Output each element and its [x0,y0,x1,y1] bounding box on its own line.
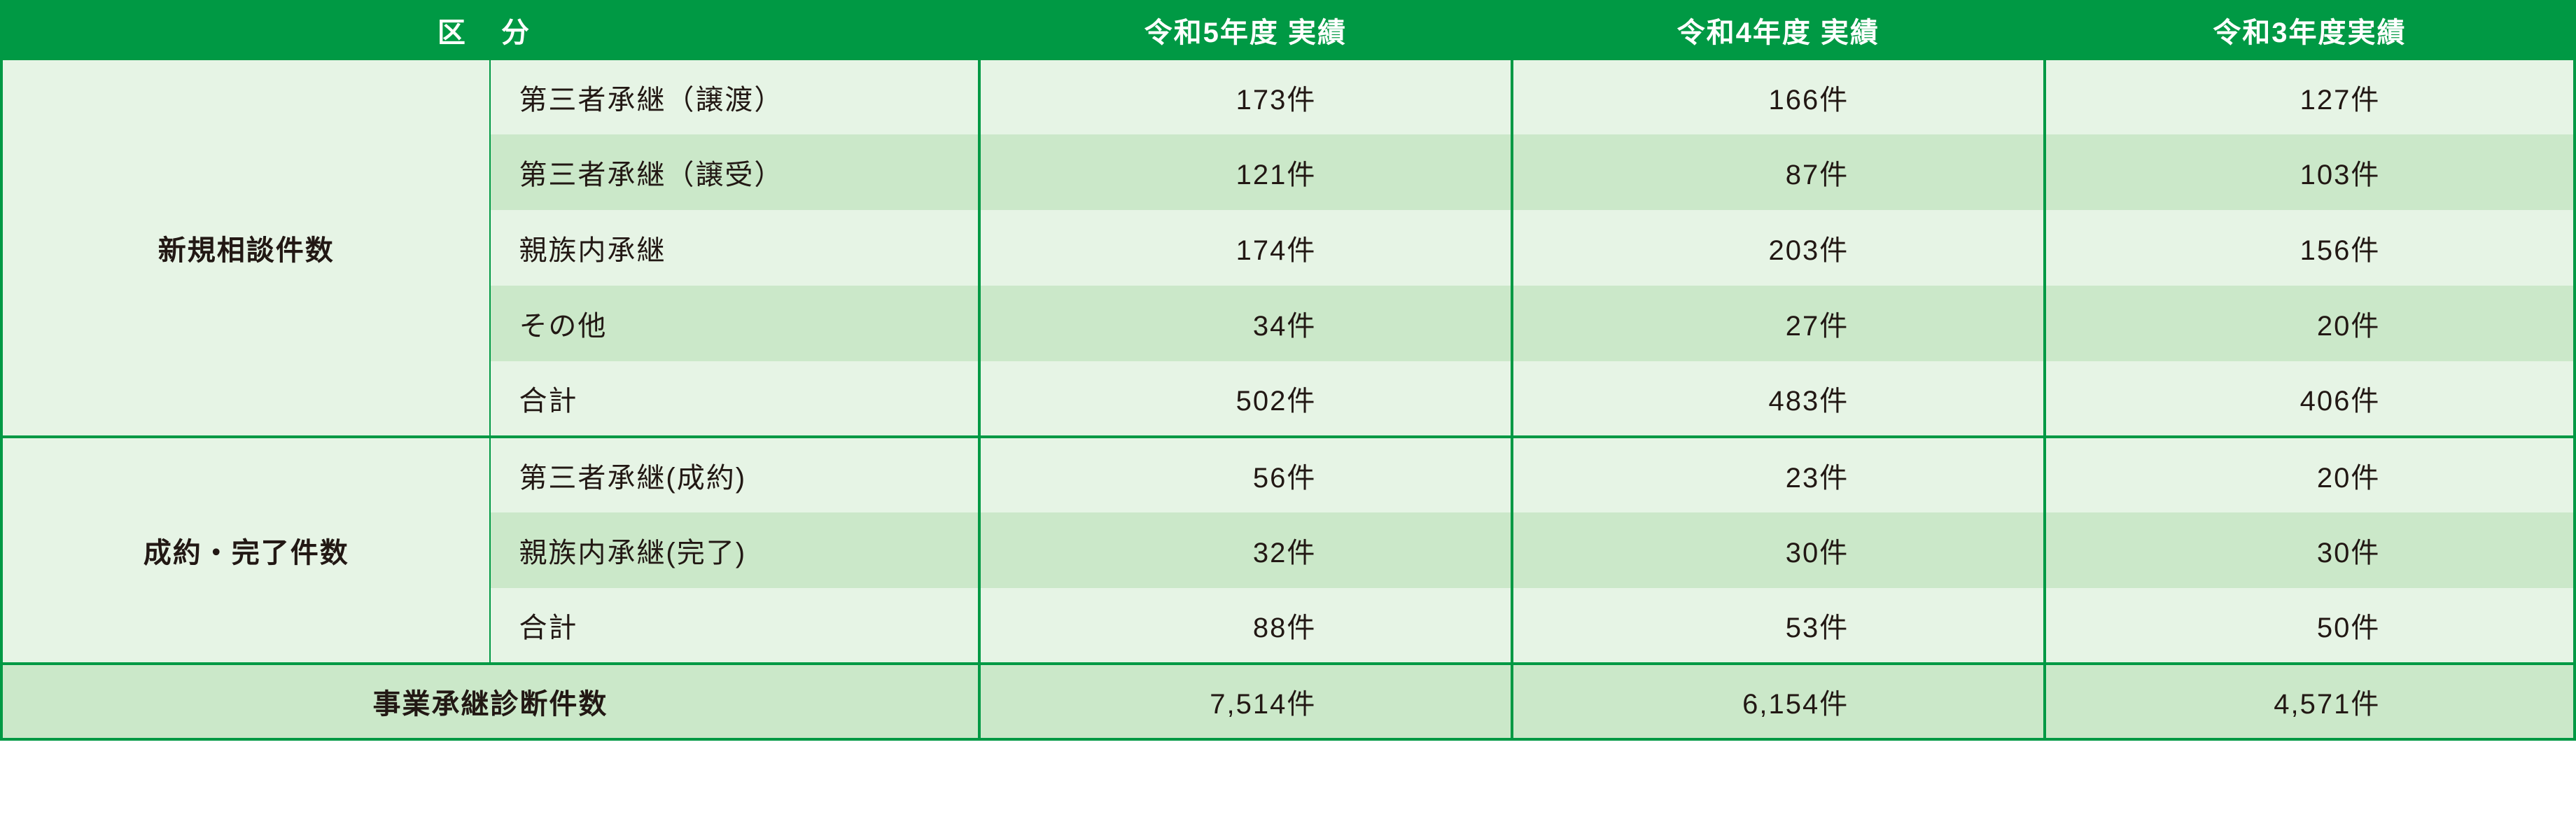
value-r5: 174件 [979,210,1512,286]
footer-value-r5: 7,514件 [979,664,1512,739]
value-r4: 483件 [1512,361,2045,437]
subcategory-label: 親族内承継(完了) [490,512,979,588]
value-r3: 50件 [2045,588,2575,664]
value-r5: 56件 [979,437,1512,512]
header-year-r3: 令和3年度実績 [2045,1,2575,59]
subcategory-label: 合計 [490,361,979,437]
group-label: 成約・完了件数 [1,437,490,664]
header-category: 区 分 [1,1,979,59]
header-year-r5: 令和5年度 実績 [979,1,1512,59]
value-r3: 406件 [2045,361,2575,437]
subcategory-label: 合計 [490,588,979,664]
subcategory-label: 親族内承継 [490,210,979,286]
table-row: 新規相談件数第三者承継（譲渡）173件166件127件 [1,59,2575,134]
value-r4: 166件 [1512,59,2045,134]
table-row: 成約・完了件数第三者承継(成約)56件23件20件 [1,437,2575,512]
value-r5: 34件 [979,286,1512,361]
value-r5: 121件 [979,134,1512,210]
header-year-r4: 令和4年度 実績 [1512,1,2045,59]
value-r3: 127件 [2045,59,2575,134]
value-r4: 30件 [1512,512,2045,588]
subcategory-label: 第三者承継（譲受） [490,134,979,210]
group-label: 新規相談件数 [1,59,490,437]
footer-value-r3: 4,571件 [2045,664,2575,739]
value-r5: 32件 [979,512,1512,588]
value-r3: 20件 [2045,437,2575,512]
subcategory-label: 第三者承継(成約) [490,437,979,512]
results-table: 区 分 令和5年度 実績 令和4年度 実績 令和3年度実績 新規相談件数第三者承… [0,0,2576,741]
value-r3: 103件 [2045,134,2575,210]
value-r3: 156件 [2045,210,2575,286]
table-body: 新規相談件数第三者承継（譲渡）173件166件127件第三者承継（譲受）121件… [1,59,2575,739]
value-r4: 87件 [1512,134,2045,210]
value-r5: 502件 [979,361,1512,437]
subcategory-label: 第三者承継（譲渡） [490,59,979,134]
value-r5: 173件 [979,59,1512,134]
footer-value-r4: 6,154件 [1512,664,2045,739]
footer-row: 事業承継診断件数7,514件6,154件4,571件 [1,664,2575,739]
value-r3: 20件 [2045,286,2575,361]
value-r4: 23件 [1512,437,2045,512]
value-r4: 203件 [1512,210,2045,286]
value-r4: 53件 [1512,588,2045,664]
footer-label: 事業承継診断件数 [1,664,979,739]
value-r4: 27件 [1512,286,2045,361]
value-r3: 30件 [2045,512,2575,588]
value-r5: 88件 [979,588,1512,664]
header-row: 区 分 令和5年度 実績 令和4年度 実績 令和3年度実績 [1,1,2575,59]
subcategory-label: その他 [490,286,979,361]
